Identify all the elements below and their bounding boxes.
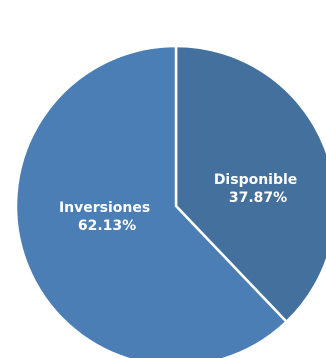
slice-label-disponible: Disponible 37.87% — [214, 172, 302, 206]
slice-label-inversiones-value: 62.13% — [78, 218, 136, 234]
slice-label-disponible-name: Disponible — [214, 172, 297, 188]
pie-slice-inversiones — [14, 44, 289, 358]
slice-label-disponible-value: 37.87% — [229, 190, 287, 206]
slice-label-inversiones-name: Inversiones — [59, 200, 150, 216]
pie-slice-disponible — [174, 44, 326, 324]
pie-slices — [14, 44, 326, 358]
slice-label-inversiones: Inversiones 62.13% — [59, 200, 155, 234]
